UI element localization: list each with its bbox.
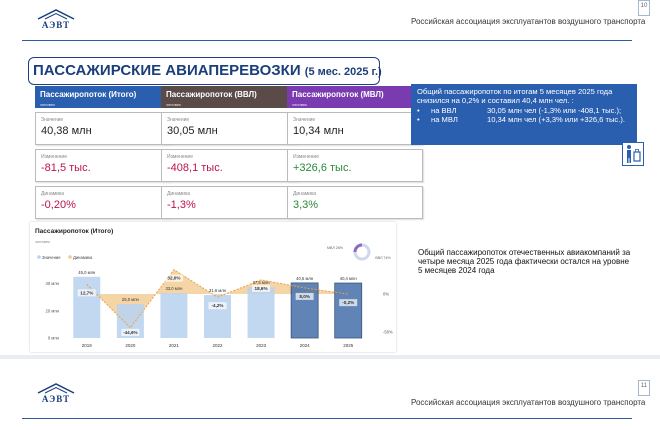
summary-row: • на ВВЛ 30,05 млн чел (-1,3% или -408,1… [417, 105, 622, 115]
dynamics-label-bg [208, 302, 227, 310]
dynamics-label-bg [339, 299, 358, 307]
summary-box: Общий пассажиропоток по итогам 5 месяцев… [411, 84, 637, 145]
bar-value-label: 45,0 млн [78, 270, 96, 275]
donut-label-mvl: МВЛ 26% [327, 246, 344, 250]
bar [334, 282, 363, 339]
chart-unit: человек [35, 239, 50, 244]
x-tick-label: 2023 [256, 343, 267, 348]
kpi-total: Пассажиропоток (Итого) человек Значение … [35, 86, 171, 219]
kpi-dynamics: -0,20% [41, 199, 76, 211]
bar-value-label: 25,0 млн [122, 297, 140, 302]
bar-value-label: 40,4 млн [340, 276, 358, 281]
x-tick-label: 2025 [343, 343, 354, 348]
kpi-change-box: Изменение -81,5 тыс. [35, 149, 171, 182]
bar-value-label: 40,5 млн [296, 276, 314, 281]
legend-dynamics: Динамика [73, 255, 93, 260]
passenger-luggage-icon [622, 142, 644, 166]
dynamics-label: -4,2% [211, 303, 223, 308]
dynamics-label-bg [252, 284, 271, 292]
kpi-value-box: Значение 30,05 млн [161, 112, 297, 145]
bar-value-label: 31,6 млн [209, 288, 227, 293]
logo-roof-icon [37, 9, 75, 20]
chart-title: Пассажиропоток (Итого) [35, 228, 114, 235]
bar [73, 276, 101, 338]
kpi-header: Пассажиропоток (ВВЛ) человек [161, 86, 297, 108]
kpi-dynamics-box: Динамика -1,3% [161, 186, 297, 219]
y2-tick-label: -50% [383, 330, 393, 335]
dynamics-label-bg [164, 274, 183, 282]
kpi-change-box: Изменение +326,6 тыс. [287, 149, 423, 182]
kpi-change: +326,6 тыс. [293, 162, 352, 174]
bar-value-label: 33,0 млн [165, 286, 183, 291]
x-tick-label: 2024 [300, 343, 311, 348]
kpi-change-box: Изменение -408,1 тыс. [161, 149, 297, 182]
y-tick-label: 40 млн [46, 281, 60, 286]
x-tick-label: 2020 [125, 343, 136, 348]
kpi-value: 40,38 млн [41, 125, 92, 137]
title-period: (5 мес. 2025 г.) [304, 66, 382, 78]
dynamics-line [86, 269, 349, 329]
bar [203, 295, 232, 338]
bar-value-label: 37,5 млн [253, 280, 271, 285]
logo-text: АЭВТ [41, 394, 71, 404]
dynamics-label-bg [121, 328, 140, 336]
y2-tick-label: 0% [383, 292, 389, 297]
dynamics-label-bg [295, 292, 314, 300]
y-tick-label: 20 млн [46, 308, 60, 313]
footer-logo: АЭВТ [36, 382, 76, 404]
kpi-header: Пассажиропоток (МВЛ) человек [287, 86, 423, 108]
kpi-dynamics-box: Динамика -0,20% [35, 186, 171, 219]
legend-dynamics-marker [68, 255, 72, 259]
footer-association-name: Российская ассоциация эксплуатантов возд… [411, 398, 646, 407]
x-tick-label: 2021 [169, 343, 180, 348]
legend-value: Значение [42, 255, 61, 260]
kpi-value: 30,05 млн [167, 125, 218, 137]
logo: АЭВТ [36, 8, 76, 30]
kpi-international: Пассажиропоток (МВЛ) человек Значение 10… [287, 86, 423, 219]
dynamics-label: 18,6% [255, 286, 268, 291]
dynamics-label: 12,7% [80, 290, 93, 295]
kpi-dynamics-box: Динамика 3,3% [287, 186, 423, 219]
dynamics-label: -0,2% [342, 300, 354, 305]
kpi-value-box: Значение 40,38 млн [35, 112, 171, 145]
dynamics-label: -44,6% [123, 330, 138, 335]
dynamics-label-bg [77, 289, 96, 297]
summary-text: Общий пассажиропоток по итогам 5 месяцев… [417, 87, 613, 106]
title-frame [28, 57, 380, 85]
logo-text: АЭВТ [41, 20, 71, 30]
kpi-change: -81,5 тыс. [41, 162, 91, 174]
side-note: Общий пассажиропоток отечественных авиак… [418, 248, 631, 276]
kpi-domestic: Пассажиропоток (ВВЛ) человек Значение 30… [161, 86, 297, 219]
slide-divider [0, 355, 660, 359]
header-line [22, 40, 632, 41]
passenger-chart: Пассажиропоток (Итого) человек Значение Д… [30, 222, 396, 352]
share-donut-mvl-arc [353, 243, 363, 253]
y-tick-label: 0 млн [48, 336, 60, 341]
kpi-change: -408,1 тыс. [167, 162, 223, 174]
logo-roof-icon [37, 383, 75, 394]
dynamics-area [86, 269, 349, 328]
dynamics-label: 8,0% [299, 294, 309, 299]
kpi-dynamics: 3,3% [293, 199, 319, 211]
chart-canvas: Значение Динамика 40 млн 20 млн 0 млн 0% -50% 4… [37, 243, 393, 348]
x-tick-label: 2019 [82, 343, 93, 348]
page-title: ПАССАЖИРСКИЕ АВИАПЕРЕВОЗКИ (5 мес. 2025 … [33, 62, 382, 79]
association-name: Российская ассоциация эксплуатантов возд… [411, 17, 646, 26]
donut-label-vvl: ВВЛ 74% [375, 256, 391, 260]
bar [290, 282, 319, 339]
bar [247, 287, 275, 338]
page-number: 10 [638, 0, 650, 16]
x-tick-label: 2022 [212, 343, 223, 348]
summary-row: • на МВЛ 10,34 млн чел (+3,3% или +326,6… [417, 115, 625, 125]
kpi-value-box: Значение 10,34 млн [287, 112, 423, 145]
kpi-dynamics: -1,3% [167, 199, 196, 211]
footer-page-number: 11 [638, 380, 650, 396]
legend-value-marker [37, 255, 41, 259]
bar [160, 293, 188, 338]
dynamics-label: 32,0% [167, 276, 180, 281]
kpi-header: Пассажиропоток (Итого) человек [35, 86, 171, 108]
footer-line [22, 418, 632, 419]
kpi-value: 10,34 млн [293, 125, 344, 137]
